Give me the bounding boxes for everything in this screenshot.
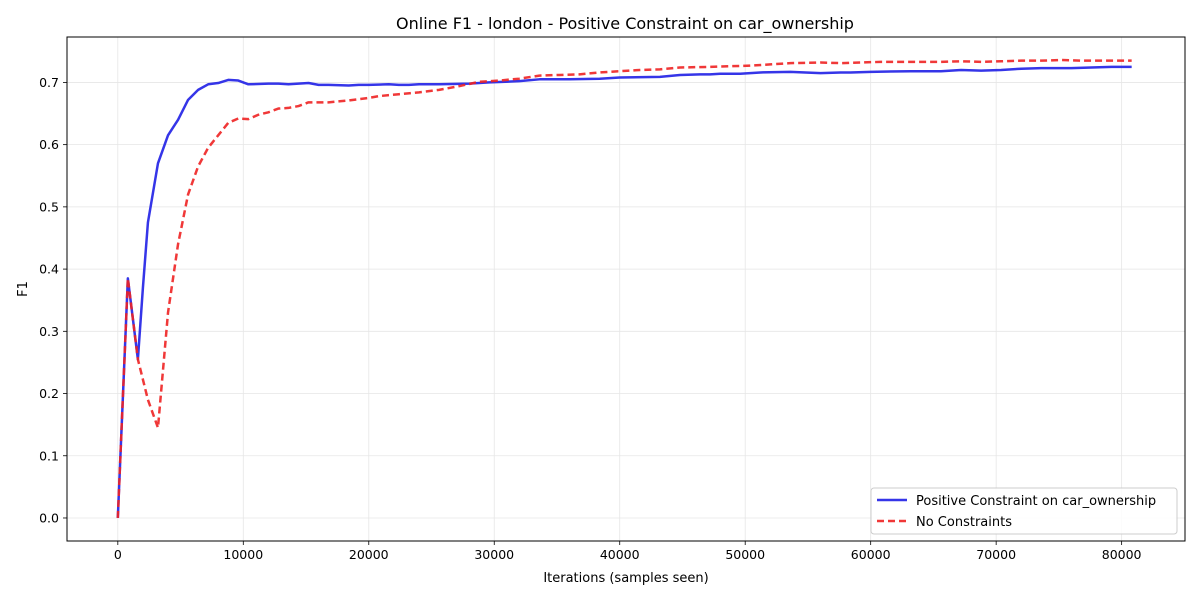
x-tick-label: 40000	[600, 547, 640, 562]
y-tick-label: 0.3	[39, 324, 59, 339]
y-tick-label: 0.7	[39, 75, 59, 90]
series-layer	[116, 58, 1132, 519]
y-tick-label: 0.4	[39, 262, 59, 277]
y-tick-label: 0.1	[39, 448, 59, 463]
y-tick-label: 0.2	[39, 386, 59, 401]
legend: Positive Constraint on car_ownership No …	[870, 487, 1178, 535]
legend-label-no-constraints: No Constraints	[916, 515, 1012, 530]
x-tick-label: 20000	[349, 547, 389, 562]
x-tick-label: 50000	[725, 547, 765, 562]
tick-layer: 0 10000 20000 30000 40000 50000 60000 70000 8000…	[39, 75, 1141, 562]
legend-label-positive-constraint: Positive Constraint on car_ownership	[916, 494, 1156, 509]
x-tick-label: 60000	[851, 547, 891, 562]
x-tick-label: 30000	[474, 547, 514, 562]
legend-box	[870, 487, 1178, 535]
y-tick-label: 0.0	[39, 510, 59, 525]
y-tick-label: 0.5	[39, 199, 59, 214]
x-tick-label: 10000	[223, 547, 263, 562]
y-axis-label: F1	[16, 281, 31, 297]
plot-frame	[66, 36, 1186, 542]
x-axis-label: Iterations (samples seen)	[543, 571, 708, 586]
chart-title: Online F1 - london - Positive Constraint…	[396, 14, 854, 34]
x-tick-label: 80000	[1102, 547, 1142, 562]
y-tick-label: 0.6	[39, 137, 59, 152]
x-tick-label: 70000	[976, 547, 1016, 562]
x-tick-label: 0	[114, 547, 122, 562]
